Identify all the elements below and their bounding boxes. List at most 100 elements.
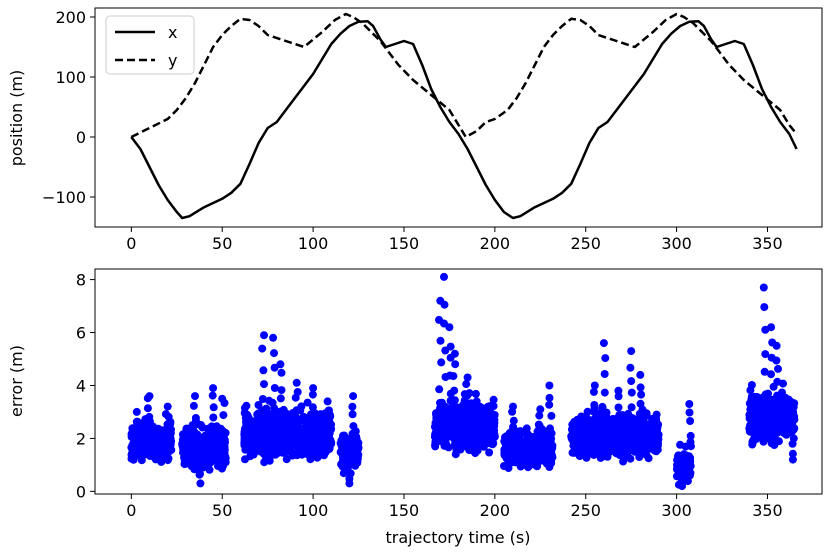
error-point [440, 300, 449, 309]
error-point [570, 423, 579, 432]
error-point [282, 455, 291, 464]
position-series-group [130, 12, 798, 220]
error-y-axis-label: error (m) [7, 345, 26, 417]
error-point [789, 425, 798, 434]
error-point [678, 456, 687, 465]
error-point [270, 363, 279, 372]
error-point [545, 400, 554, 409]
error-point [292, 413, 301, 422]
error-point [747, 423, 756, 432]
error-point [483, 433, 492, 442]
error-point [509, 422, 518, 431]
error-point [627, 403, 636, 412]
error-point [761, 350, 770, 359]
error-point [340, 431, 349, 440]
error-point [483, 419, 492, 428]
error-point [349, 422, 358, 431]
error-point [137, 453, 146, 462]
error-point [207, 422, 216, 431]
error-point [788, 449, 797, 458]
error-point [773, 400, 782, 409]
error-point [342, 448, 350, 457]
error-point [285, 445, 294, 453]
error-point [471, 389, 480, 398]
error-point [568, 448, 577, 457]
error-point [308, 390, 317, 399]
error-point [568, 436, 577, 445]
error-point [787, 419, 796, 428]
error-point [303, 398, 312, 407]
error-point [598, 403, 607, 412]
error-point [590, 381, 599, 390]
error-point [180, 453, 189, 462]
error-point [780, 397, 789, 406]
error-point [209, 384, 218, 393]
error-point [221, 458, 230, 467]
error-point [240, 403, 249, 412]
error-point [297, 437, 306, 446]
error-point [198, 435, 207, 444]
error-point [313, 453, 322, 462]
error-point [627, 377, 636, 386]
error-point [166, 440, 175, 449]
error-x-tick-label: 50 [212, 501, 232, 520]
error-point [589, 438, 598, 447]
error-point [437, 358, 446, 367]
error-point [546, 448, 555, 457]
error-point [277, 386, 286, 395]
error-point [324, 431, 333, 440]
error-point [527, 438, 536, 447]
error-point [146, 439, 155, 448]
error-x-tick-label: 150 [389, 501, 420, 520]
error-point [636, 433, 644, 442]
error-point [268, 398, 277, 407]
error-point [685, 400, 694, 408]
error-point [636, 445, 645, 453]
position-y-tick-label: 100 [55, 68, 86, 87]
error-point [450, 386, 459, 395]
error-point [259, 366, 268, 375]
error-point [627, 347, 636, 356]
error-point [767, 370, 775, 379]
error-plot-frame [94, 268, 823, 495]
position-y-tick-label: 0 [76, 128, 86, 147]
error-plot: 0 50 100 150 200 250 300 350 0 2 4 6 8 error (m) tr… [7, 268, 823, 547]
error-point [614, 413, 623, 422]
error-point [463, 373, 472, 382]
error-point [268, 415, 277, 424]
error-point [318, 429, 327, 437]
error-point [770, 441, 779, 449]
error-x-tick-label: 100 [298, 501, 329, 520]
error-point [349, 443, 358, 452]
error-point [583, 414, 592, 423]
error-point [195, 449, 204, 458]
series-line-x [130, 19, 798, 220]
error-point [591, 414, 600, 423]
position-x-ticks: 0 50 100 150 200 250 300 350 [126, 227, 783, 253]
error-point [282, 426, 291, 435]
error-x-tick-label: 200 [480, 501, 511, 520]
error-point [767, 323, 776, 332]
error-point [471, 427, 480, 436]
error-point [287, 434, 295, 443]
position-x-tick-label: 150 [389, 234, 420, 253]
error-point [471, 449, 480, 458]
error-point [759, 395, 768, 403]
error-point [348, 402, 357, 411]
error-point [260, 331, 268, 340]
error-point [195, 470, 204, 479]
error-point [445, 323, 454, 332]
error-point [527, 449, 536, 458]
error-x-tick-label: 0 [126, 501, 136, 520]
error-points-group [127, 272, 799, 491]
error-point [127, 454, 136, 463]
error-point [485, 448, 494, 457]
error-point [462, 402, 471, 411]
error-point [216, 424, 225, 433]
error-point [628, 427, 637, 436]
error-point [291, 450, 299, 459]
error-point [615, 451, 624, 460]
error-point [621, 437, 630, 446]
error-point [452, 410, 461, 419]
